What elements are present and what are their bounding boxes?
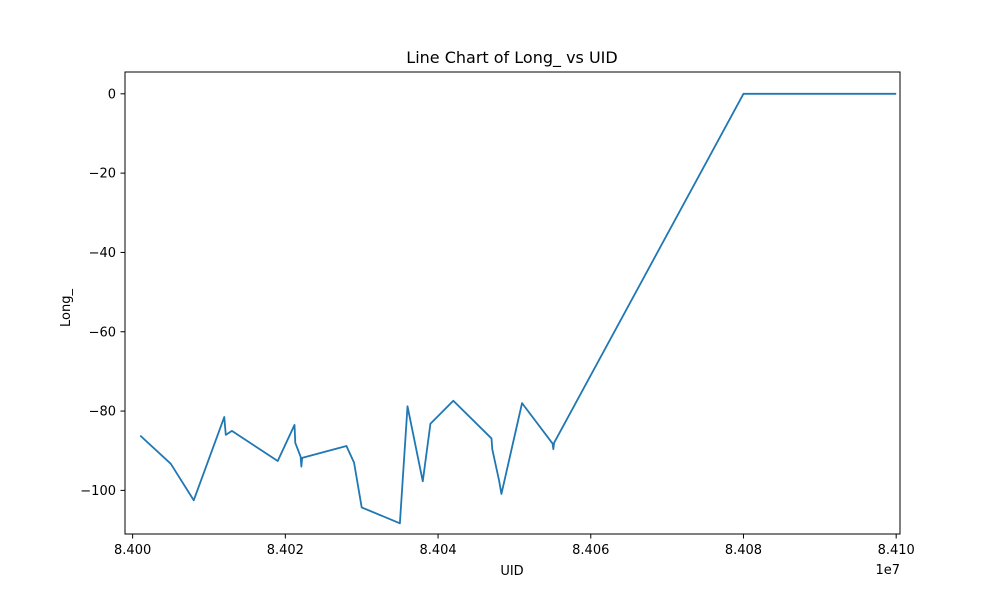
y-tick-label: −100: [80, 484, 116, 499]
plot-area: [124, 71, 901, 535]
x-tick-label: 8.404: [419, 543, 456, 558]
x-axis-offset-label: 1e7: [875, 563, 900, 578]
y-axis-label: Long_: [59, 289, 74, 327]
x-tick-label: 8.408: [725, 543, 762, 558]
y-tick-label: −20: [89, 167, 116, 182]
y-tick-label: −80: [89, 405, 116, 420]
y-tick-label: 0: [108, 87, 116, 102]
y-axis: 0 −20 −40 −60 −80 −100: [80, 87, 125, 499]
plot-frame: [124, 71, 901, 535]
x-tick-label: 8.400: [114, 543, 151, 558]
y-tick-label: −40: [89, 246, 116, 261]
x-axis-label: UID: [500, 564, 523, 579]
chart-title: Line Chart of Long_ vs UID: [406, 48, 617, 68]
y-tick-label: −60: [89, 325, 116, 340]
x-tick-label: 8.406: [572, 543, 609, 558]
x-tick-label: 8.410: [878, 543, 915, 558]
x-tick-label: 8.402: [267, 543, 304, 558]
x-axis: 8.400 8.402 8.404 8.406 8.408 8.410: [114, 534, 915, 558]
series-line-0: [139, 92, 897, 525]
